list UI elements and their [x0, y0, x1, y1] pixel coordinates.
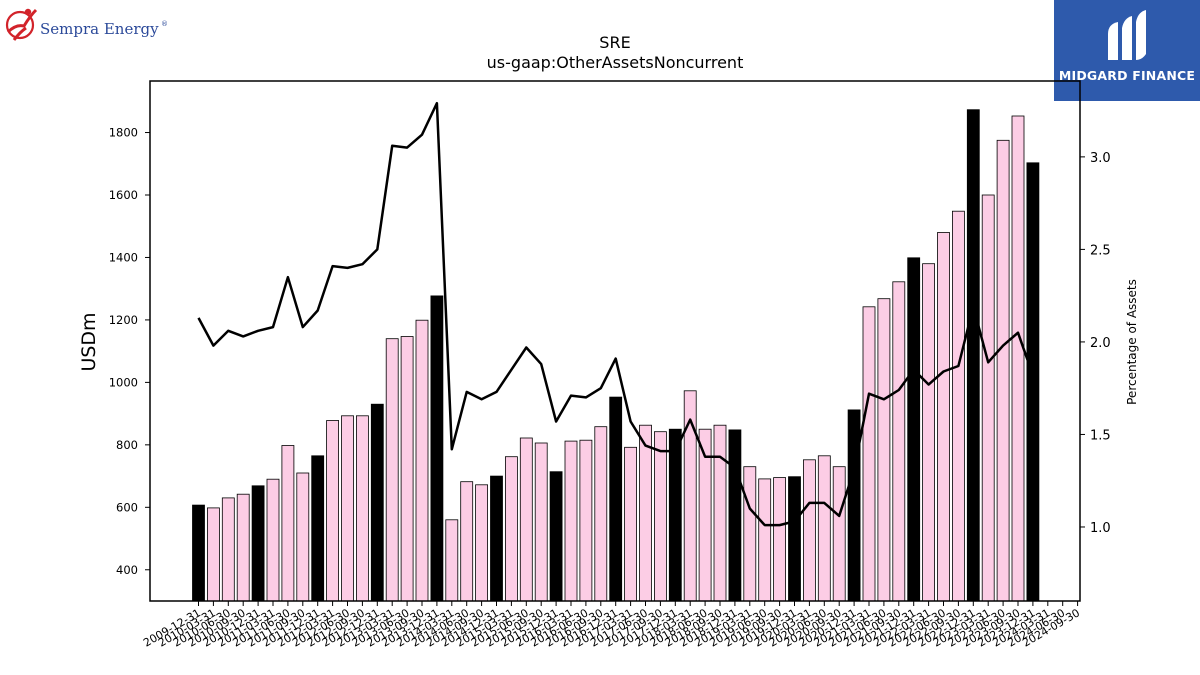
chart-title: SRE	[599, 33, 630, 52]
bar	[564, 440, 578, 602]
bar	[832, 466, 846, 602]
bar	[490, 475, 503, 602]
y2-tick-label: 1.0	[1090, 521, 1111, 536]
logo-left-text: Sempra Energy	[40, 20, 159, 38]
y-tick-label: 800	[116, 438, 138, 452]
bar	[937, 232, 950, 602]
bar	[877, 298, 891, 602]
y-tick-label: 1200	[109, 313, 138, 327]
midgard-emblem-icon	[1108, 10, 1146, 60]
bar	[758, 478, 772, 602]
bar	[326, 420, 340, 602]
bar	[981, 194, 995, 602]
bar	[862, 306, 876, 602]
bar	[1026, 162, 1040, 602]
bar	[236, 493, 250, 602]
bar	[952, 210, 965, 602]
bar	[192, 504, 205, 602]
y2-tick-label: 2.0	[1090, 336, 1111, 351]
bar	[966, 109, 980, 602]
bar	[370, 403, 384, 602]
bar	[594, 426, 608, 602]
bar	[907, 257, 921, 602]
y-tick-label: 400	[116, 563, 138, 577]
bar	[281, 445, 295, 602]
plot-frame	[149, 80, 1081, 602]
y-tick-label: 1800	[109, 126, 138, 140]
bar	[743, 466, 757, 602]
midgard-finance-logo: MIDGARD FINANCE	[1054, 0, 1200, 101]
y2-tick-label: 2.5	[1090, 243, 1111, 258]
registered-mark: ®	[161, 20, 168, 28]
bar	[504, 456, 518, 602]
bar	[788, 476, 801, 602]
y-tick-label: 1000	[109, 375, 138, 389]
bar	[713, 424, 727, 602]
bar	[803, 459, 816, 602]
y-axis-right: 1.0 1.5 2.0 2.5 3.0	[1080, 151, 1111, 536]
y2-axis-label: Percentage of Assets	[1125, 279, 1139, 405]
bar	[311, 455, 325, 602]
bar	[1011, 115, 1025, 602]
bar	[221, 497, 235, 602]
bar	[341, 415, 354, 602]
bar	[266, 478, 280, 602]
bar	[654, 431, 667, 602]
runner-emblem-icon	[5, 8, 38, 41]
bar	[519, 437, 533, 602]
bar	[460, 481, 474, 602]
bar	[430, 295, 444, 602]
y2-tick-label: 1.5	[1090, 428, 1111, 443]
bar	[206, 507, 220, 602]
sempra-energy-logo: Sempra Energy ®	[5, 8, 168, 41]
bar	[251, 485, 265, 602]
y2-tick-label: 3.0	[1090, 151, 1111, 166]
bar	[639, 424, 652, 602]
x-axis: 2009-12-312010-03-312010-06-302010-09-30…	[141, 601, 1082, 650]
bar	[534, 442, 548, 602]
y-tick-label: 1400	[109, 250, 138, 264]
bar	[445, 519, 459, 602]
y-tick-label: 600	[116, 500, 138, 514]
chart-subtitle: us-gaap:OtherAssetsNoncurrent	[487, 53, 744, 72]
bar	[922, 263, 935, 602]
y-axis-left: 400 600 800 1000 1200 1400 1600 1800	[109, 126, 150, 577]
bar	[355, 415, 369, 602]
bar	[609, 396, 623, 602]
bar	[549, 471, 563, 602]
bar	[668, 428, 682, 602]
bar	[385, 338, 399, 602]
series-line	[197, 101, 1035, 527]
bar	[296, 472, 310, 602]
bar	[624, 446, 637, 602]
bar	[817, 455, 831, 602]
bar	[579, 439, 593, 602]
bar	[847, 409, 861, 602]
bar	[773, 477, 786, 602]
bar	[475, 484, 489, 602]
bar	[415, 319, 429, 602]
bar	[892, 281, 906, 602]
bar	[400, 336, 414, 602]
y-tick-label: 1600	[109, 188, 138, 202]
bar	[996, 139, 1010, 602]
y-axis-label: USDm	[78, 312, 100, 371]
bar-series	[192, 109, 1040, 602]
logo-right-text: MIDGARD FINANCE	[1058, 68, 1196, 83]
bar	[728, 429, 742, 602]
line-series	[197, 101, 1035, 527]
